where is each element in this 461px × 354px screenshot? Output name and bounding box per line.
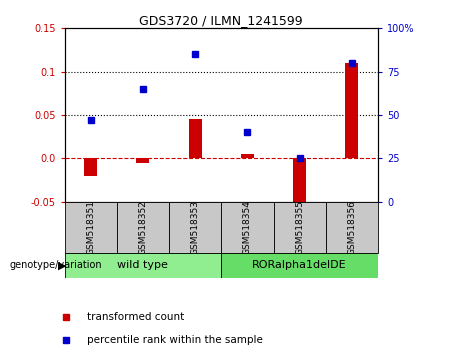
Bar [221,202,273,253]
Bar [84,159,97,176]
Bar [189,119,202,159]
Bar [221,253,378,278]
Bar [169,202,221,253]
Text: percentile rank within the sample: percentile rank within the sample [87,335,263,346]
Text: GSM518352: GSM518352 [138,200,148,255]
Text: GSM518356: GSM518356 [348,200,356,255]
Bar [136,159,149,163]
Text: ▶: ▶ [58,261,66,270]
Text: transformed count: transformed count [87,312,184,322]
Bar [326,202,378,253]
Bar [345,63,359,159]
Text: GSM518353: GSM518353 [191,200,200,255]
Bar [293,159,306,215]
Bar [117,202,169,253]
Text: GSM518351: GSM518351 [86,200,95,255]
Text: genotype/variation: genotype/variation [9,261,102,270]
Bar [241,154,254,159]
Text: GSM518354: GSM518354 [243,200,252,255]
Bar [65,253,221,278]
Title: GDS3720 / ILMN_1241599: GDS3720 / ILMN_1241599 [140,14,303,27]
Bar [65,202,117,253]
Text: GSM518355: GSM518355 [295,200,304,255]
Text: wild type: wild type [118,261,168,270]
Bar [273,202,326,253]
Text: RORalpha1delDE: RORalpha1delDE [252,261,347,270]
